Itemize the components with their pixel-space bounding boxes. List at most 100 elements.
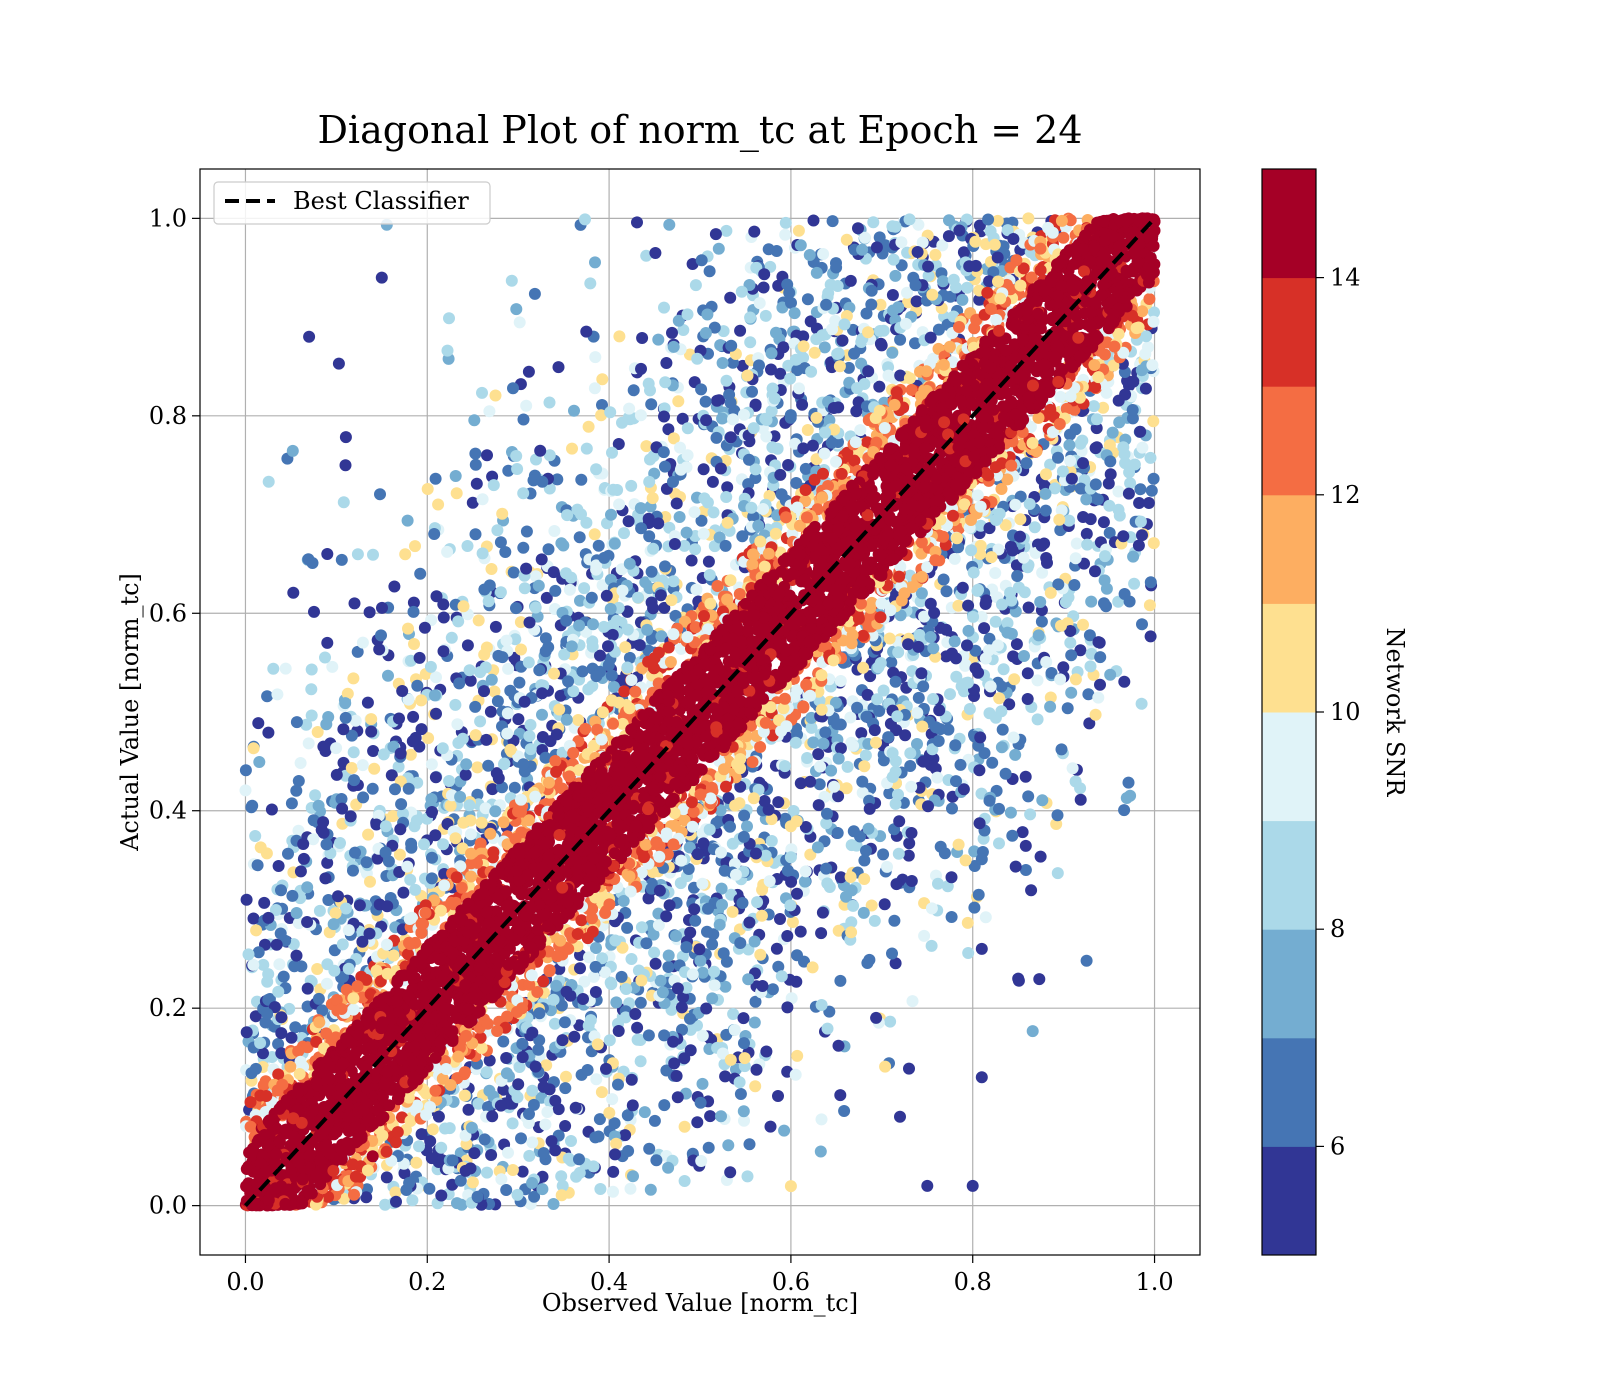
scatter-point [536,475,549,488]
scatter-point [340,902,352,915]
scatter-point [642,1029,655,1042]
scatter-point [414,567,427,580]
scatter-point [832,347,845,360]
scatter-point [634,1055,647,1068]
scatter-point [680,981,693,994]
scatter-point [1080,493,1093,506]
scatter-point [465,1121,478,1134]
scatter-point [749,1080,762,1093]
scatter-point [1052,451,1064,464]
scatter-point [666,326,678,339]
scatter-point [720,374,733,387]
scatter-point [990,514,1002,526]
scatter-point [426,806,438,818]
scatter-point [702,555,715,568]
scatter-point [555,1189,568,1202]
scatter-point [290,907,303,919]
scatter-point [536,708,548,721]
scatter-point [1134,483,1147,496]
scatter-point [362,828,375,841]
scatter-point [634,409,647,422]
scatter-point [653,884,666,897]
scatter-point [1054,673,1067,686]
scatter-point [479,802,492,815]
scatter-point [887,304,900,317]
scatter-point [701,925,713,938]
scatter-point [689,914,702,927]
scatter-point [469,447,482,460]
scatter-point [821,1022,834,1035]
scatter-point [706,992,719,1005]
scatter-point [337,723,350,736]
scatter-point [948,552,961,565]
scatter-point [603,1106,616,1119]
scatter-point [290,784,303,797]
scatter-point [847,899,860,912]
scatter-point [502,1146,514,1159]
scatter-point [512,713,525,726]
scatter-point [348,774,361,787]
scatter-point [652,517,665,530]
scatter-point [381,900,394,913]
scatter-point [643,582,656,595]
scatter-point [482,759,495,772]
scatter-point [647,602,660,615]
scatter-point [736,897,749,909]
scatter-point [608,537,621,550]
scatter-point [911,246,924,258]
scatter-point [449,698,462,711]
scatter-point [607,1185,619,1198]
scatter-point [659,560,671,573]
scatter-point [432,1110,445,1123]
scatter-point [632,964,645,977]
scatter-point [886,220,899,233]
scatter-point [680,941,693,954]
scatter-point [512,1078,525,1091]
scatter-point [401,860,414,873]
scatter-point [495,1173,508,1186]
scatter-point [302,737,315,750]
scatter-point [694,1096,707,1109]
scatter-point [494,1099,507,1112]
scatter-point [1146,359,1159,372]
scatter-point [856,243,869,256]
scatter-points [239,212,1161,1212]
scatter-point [728,1024,741,1036]
scatter-point [542,543,555,556]
scatter-point [860,844,872,857]
scatter-point [707,506,720,519]
scatter-point [581,1064,594,1076]
scatter-point [874,298,887,311]
scatter-point [959,854,972,867]
scatter-point [513,676,526,689]
scatter-point [589,256,601,269]
scatter-point [798,875,811,888]
scatter-point [715,1110,727,1123]
scatter-point [861,957,874,969]
scatter-point [720,491,733,503]
scatter-point [764,1120,777,1133]
scatter-point [808,346,821,359]
scatter-point [883,632,896,645]
scatter-point [743,916,756,929]
scatter-point [560,567,572,580]
scatter-point [580,442,593,455]
scatter-point [945,871,958,884]
scatter-point [1014,530,1026,543]
scatter-point [755,909,768,922]
scatter-point [643,475,656,488]
scatter-point [469,729,482,742]
scatter-point [549,755,562,767]
scatter-point [583,951,595,964]
scatter-point [1019,864,1032,876]
scatter-point [806,961,819,974]
scatter-point [595,409,608,422]
scatter-point [737,1012,750,1025]
scatter-point [446,1154,459,1167]
scatter-point [889,269,902,282]
scatter-point [539,632,552,645]
scatter-point [540,591,553,604]
scatter-point [406,735,419,748]
scatter-point [301,881,314,894]
